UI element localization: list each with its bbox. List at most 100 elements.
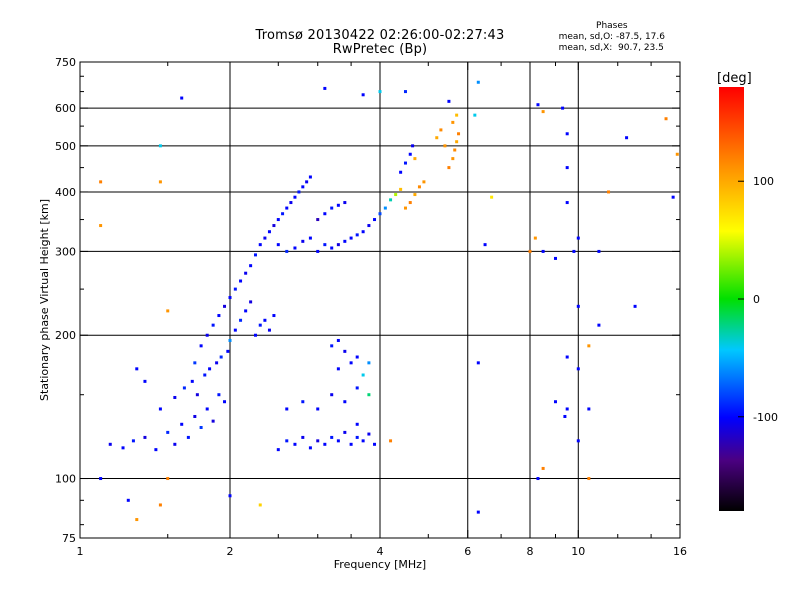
data-point [205,333,209,337]
data-point [473,113,477,117]
data-point [361,230,365,234]
color-scale-tick-label: -100 [753,411,778,424]
data-point [99,477,103,481]
data-point [408,201,412,205]
data-point [399,187,403,191]
data-point [455,113,459,117]
data-point [587,407,591,411]
data-point [587,477,591,481]
data-point [308,236,312,240]
data-point [451,120,455,124]
data-point [453,148,457,152]
data-point [316,439,320,443]
data-point [173,395,177,399]
phases-title: Phases [596,21,628,31]
data-point [389,198,393,202]
x-tick-label: 1 [77,545,84,558]
data-point [483,243,487,247]
data-point [565,166,569,170]
data-point [439,128,443,132]
x-tick-label: 8 [527,545,534,558]
data-point [272,314,276,318]
x-tick-label: 16 [673,545,687,558]
data-point [533,236,537,240]
data-point [173,442,177,446]
data-point [205,407,209,411]
y-tick-label: 500 [55,140,76,153]
data-point [199,425,203,429]
data-point [285,206,289,210]
data-point [633,304,637,308]
axis-ticks [79,61,681,539]
data-point [301,239,305,243]
data-point [258,323,262,327]
data-point [158,407,162,411]
data-point [99,224,103,228]
data-point [208,367,212,371]
data-point [228,296,232,300]
data-point [457,132,461,136]
y-axis-label: Stationary phase Virtual Height [km] [38,199,51,401]
data-point [276,243,280,247]
y-tick-label: 600 [55,102,76,115]
data-point [671,195,675,199]
data-point [308,175,312,179]
data-point [223,304,227,308]
data-point [451,157,455,161]
data-point [330,435,334,439]
color-scale-ticks: 100 0 -100 [738,175,778,424]
data-point [158,180,162,184]
data-point [293,246,297,250]
data-point [576,304,580,308]
data-point [211,419,215,423]
data-point [253,333,257,337]
data-point [126,498,130,502]
data-point [367,224,371,228]
data-point [233,287,237,291]
data-point [135,367,139,371]
data-point [553,400,557,404]
x-tick-label: 2 [227,545,234,558]
data-point [166,477,170,481]
data-point [166,430,170,434]
data-point [276,448,280,452]
data-point [536,103,540,107]
data-point [597,249,601,253]
data-point [378,212,382,216]
data-point [355,233,359,237]
data-point [253,253,257,257]
data-point [285,439,289,443]
data-point [226,349,230,353]
data-point [135,518,139,522]
data-point [343,201,347,205]
data-point [394,193,398,197]
data-point [131,439,135,443]
data-point [476,361,480,365]
data-point [367,361,371,365]
data-point [211,323,215,327]
data-point [576,236,580,240]
data-point [355,435,359,439]
data-point [490,195,494,199]
data-point [541,110,545,114]
data-point [476,510,480,514]
data-point [289,201,293,205]
data-point [403,90,407,94]
data-point [267,230,271,234]
data-point [528,249,532,253]
data-point [408,152,412,156]
data-point [258,243,262,247]
data-point [158,144,162,148]
data-point [293,195,297,199]
data-point [258,503,262,507]
data-point [355,355,359,359]
data-point [373,218,377,222]
data-points [99,80,679,522]
data-point [455,140,459,144]
data-point [166,309,170,313]
data-point [199,344,203,348]
data-point [193,414,197,418]
data-point [563,414,567,418]
data-point [422,180,426,184]
data-point [336,367,340,371]
